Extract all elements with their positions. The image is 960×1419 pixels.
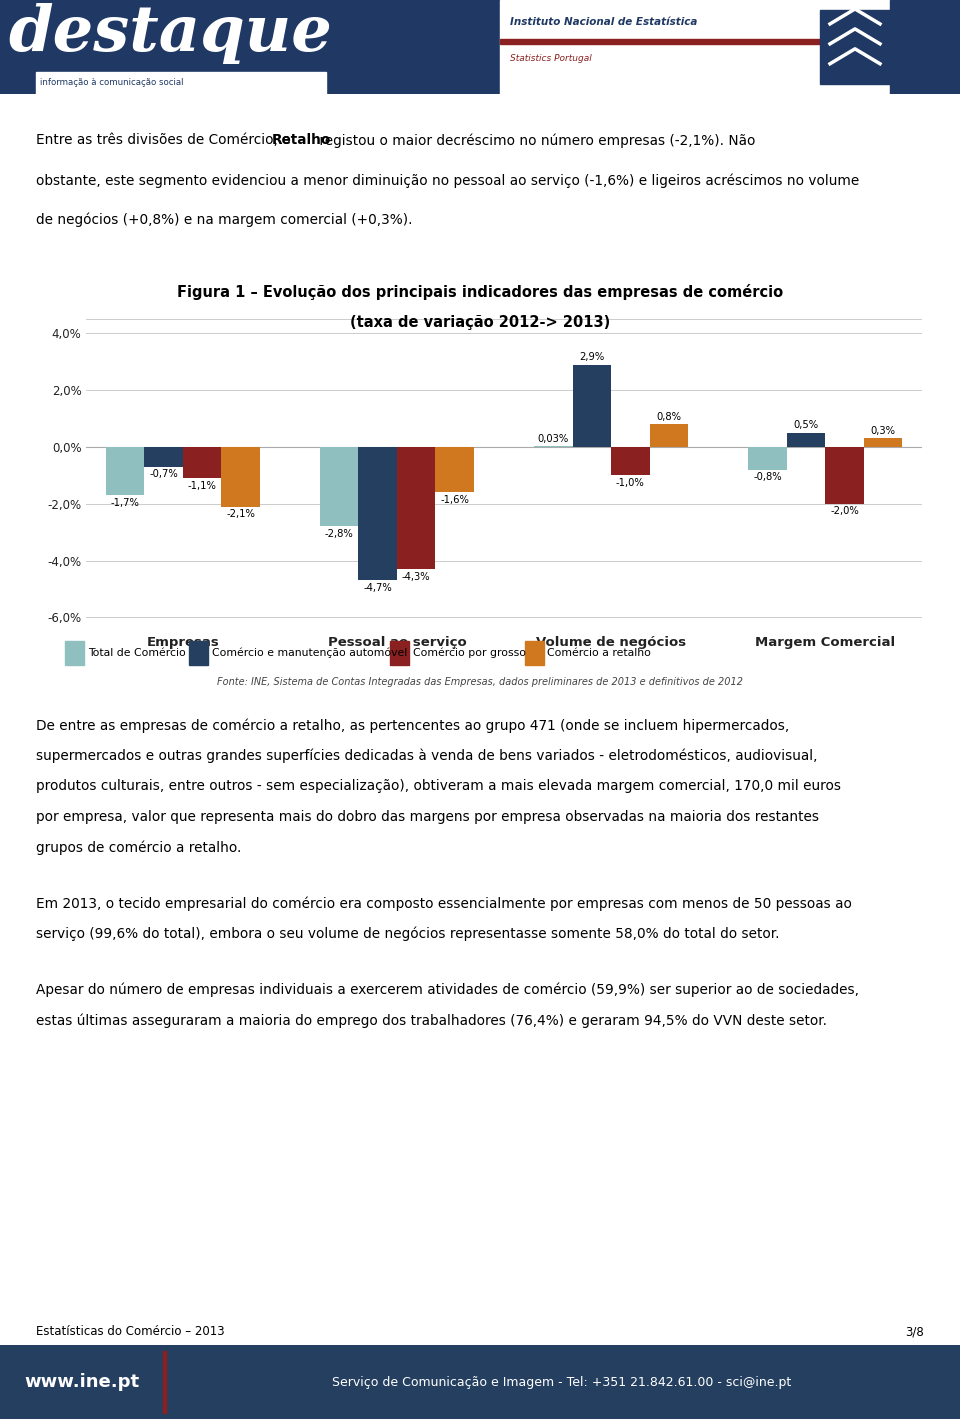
Text: Retalho: Retalho: [272, 133, 331, 148]
Text: Comércio a retalho: Comércio a retalho: [547, 647, 651, 658]
Bar: [524, 641, 544, 664]
Text: -1,6%: -1,6%: [441, 495, 469, 505]
Text: Figura 1 – Evolução dos principais indicadores das empresas de comércio: Figura 1 – Evolução dos principais indic…: [177, 284, 783, 299]
Bar: [786, 433, 826, 447]
Bar: [650, 424, 688, 447]
Text: -2,8%: -2,8%: [324, 529, 353, 539]
Text: 0,5%: 0,5%: [793, 420, 819, 430]
Text: Apesar do número de empresas individuais a exercerem atividades de comércio (59,: Apesar do número de empresas individuais…: [36, 982, 859, 998]
Bar: [144, 447, 182, 467]
Text: informação à comunicação social: informação à comunicação social: [40, 78, 183, 87]
Text: -1,7%: -1,7%: [110, 498, 139, 508]
Bar: [500, 38, 840, 44]
Bar: [500, 0, 870, 94]
Bar: [358, 447, 396, 580]
Text: (taxa de variação 2012-> 2013): (taxa de variação 2012-> 2013): [349, 315, 611, 331]
Bar: [890, 0, 960, 94]
Text: produtos culturais, entre outros - sem especialização), obtiveram a mais elevada: produtos culturais, entre outros - sem e…: [36, 779, 842, 793]
Text: Serviço de Comunicação e Imagem - Tel: +351 21.842.61.00 - sci@ine.pt: Serviço de Comunicação e Imagem - Tel: +…: [332, 1375, 792, 1389]
Text: 3/8: 3/8: [904, 1325, 924, 1338]
Text: Estatísticas do Comércio – 2013: Estatísticas do Comércio – 2013: [36, 1325, 225, 1338]
Text: Total de Comércio: Total de Comércio: [88, 647, 185, 658]
Bar: [612, 447, 650, 475]
Text: obstante, este segmento evidenciou a menor diminuição no pessoal ao serviço (-1,: obstante, este segmento evidenciou a men…: [36, 173, 860, 187]
Bar: [163, 1351, 166, 1413]
Text: 0,3%: 0,3%: [871, 426, 896, 436]
Bar: [572, 365, 612, 447]
Text: serviço (99,6% do total), embora o seu volume de negócios representasse somente : serviço (99,6% do total), embora o seu v…: [36, 927, 780, 941]
Text: -0,7%: -0,7%: [149, 470, 178, 480]
Text: -2,0%: -2,0%: [830, 507, 859, 517]
Text: Comércio por grosso: Comércio por grosso: [413, 647, 525, 658]
Bar: [36, 72, 326, 94]
Text: Statistics Portugal: Statistics Portugal: [510, 54, 591, 64]
Text: estas últimas asseguraram a maioria do emprego dos trabalhadores (76,4%) e gerar: estas últimas asseguraram a maioria do e…: [36, 1013, 828, 1027]
Text: -4,3%: -4,3%: [402, 572, 430, 582]
Text: -4,7%: -4,7%: [363, 583, 392, 593]
Text: 0,03%: 0,03%: [538, 434, 569, 444]
Text: Comércio e manutenção automóvel: Comércio e manutenção automóvel: [212, 647, 407, 658]
Bar: [320, 447, 358, 526]
Bar: [65, 641, 84, 664]
Text: -2,1%: -2,1%: [227, 509, 255, 519]
Bar: [436, 447, 474, 492]
Bar: [106, 447, 144, 495]
Text: grupos de comércio a retalho.: grupos de comércio a retalho.: [36, 840, 242, 854]
Text: -1,0%: -1,0%: [616, 478, 645, 488]
Text: registou o maior decréscimo no número empresas (-2,1%). Não: registou o maior decréscimo no número em…: [315, 133, 756, 148]
Text: 0,8%: 0,8%: [657, 412, 682, 421]
Bar: [390, 641, 409, 664]
Text: de negócios (+0,8%) e na margem comercial (+0,3%).: de negócios (+0,8%) e na margem comercia…: [36, 213, 413, 227]
Text: -1,1%: -1,1%: [187, 481, 217, 491]
Text: supermercados e outras grandes superfícies dedicadas à venda de bens variados - : supermercados e outras grandes superfíci…: [36, 749, 818, 763]
Bar: [820, 10, 890, 84]
Text: Em 2013, o tecido empresarial do comércio era composto essencialmente por empres: Em 2013, o tecido empresarial do comérci…: [36, 897, 852, 911]
Text: www.ine.pt: www.ine.pt: [24, 1374, 139, 1391]
Bar: [182, 447, 222, 478]
Bar: [222, 447, 260, 507]
Text: 2,9%: 2,9%: [579, 352, 605, 362]
Text: Instituto Nacional de Estatística: Instituto Nacional de Estatística: [510, 17, 697, 27]
Bar: [864, 438, 902, 447]
Text: destaque: destaque: [8, 3, 332, 65]
Bar: [826, 447, 864, 504]
Text: Fonte: INE, Sistema de Contas Integradas das Empresas, dados preliminares de 201: Fonte: INE, Sistema de Contas Integradas…: [217, 677, 743, 687]
Bar: [189, 641, 208, 664]
Text: Entre as três divisões de Comércio, o: Entre as três divisões de Comércio, o: [36, 133, 296, 148]
Text: De entre as empresas de comércio a retalho, as pertencentes ao grupo 471 (onde s: De entre as empresas de comércio a retal…: [36, 718, 790, 732]
Bar: [748, 447, 786, 470]
Bar: [0, 0, 500, 94]
Text: -0,8%: -0,8%: [753, 473, 781, 482]
Bar: [396, 447, 436, 569]
Text: por empresa, valor que representa mais do dobro das margens por empresa observad: por empresa, valor que representa mais d…: [36, 809, 820, 823]
